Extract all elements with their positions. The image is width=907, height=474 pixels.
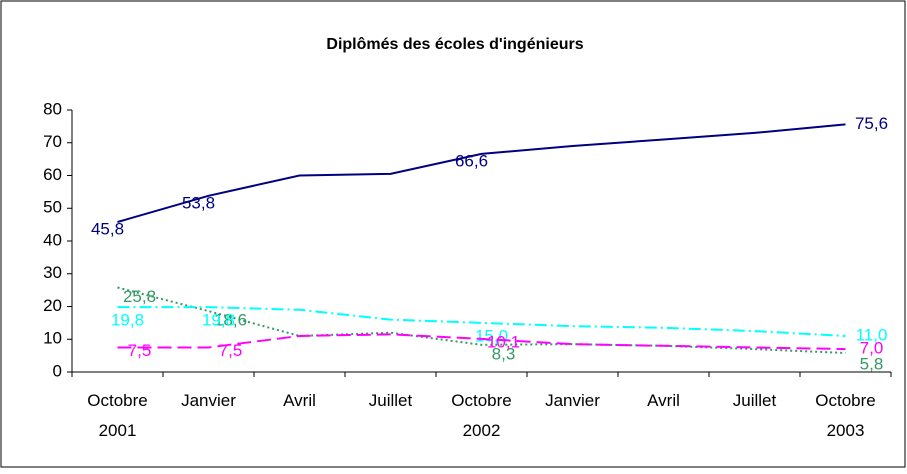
series-line — [117, 333, 846, 351]
x-tick-label: Octobre 2003 — [815, 391, 875, 440]
data-label: 8,3 — [492, 344, 516, 363]
x-tick-label: Octobre 2002 — [451, 391, 511, 440]
x-tick-label: Juillet — [369, 391, 413, 410]
x-tick-label: Octobre 2001 — [87, 391, 147, 440]
x-tick-label: Juillet — [733, 391, 777, 410]
data-label: 19,8 — [202, 311, 235, 330]
data-label: 19,8 — [111, 311, 144, 330]
data-label: 10,1 — [487, 332, 520, 351]
data-label: 7,5 — [219, 341, 243, 360]
data-label: 18,6 — [214, 311, 247, 330]
series-line — [117, 286, 846, 355]
data-label: 53,8 — [182, 193, 215, 212]
y-tick-label: 10 — [43, 329, 62, 348]
y-tick-label: 20 — [43, 296, 62, 315]
y-tick-label: 40 — [43, 230, 62, 249]
y-tick-label: 60 — [43, 165, 62, 184]
data-label: 75,6 — [855, 114, 888, 133]
x-tick-label: Janvier — [181, 391, 236, 410]
y-tick-label: 70 — [43, 132, 62, 151]
series-line — [117, 306, 846, 337]
x-tick-label: Janvier — [545, 391, 600, 410]
data-label: 7,5 — [128, 341, 152, 360]
y-tick-label: 30 — [43, 263, 62, 282]
y-tick-label: 50 — [43, 198, 62, 217]
x-tick-label: Avril — [283, 391, 316, 410]
data-label: 45,8 — [91, 219, 124, 238]
data-label: 11,0 — [856, 325, 888, 344]
y-tick-label: 80 — [43, 99, 62, 118]
data-label: 66,6 — [455, 151, 488, 170]
data-label: 5,8 — [860, 354, 884, 373]
data-label: 7,0 — [860, 339, 884, 358]
data-label: 25,8 — [123, 287, 156, 306]
x-tick-label: Avril — [647, 391, 680, 410]
y-tick-label: 0 — [53, 361, 62, 380]
series-line — [117, 123, 846, 223]
chart-title: Diplômés des écoles d'ingénieurs — [326, 36, 583, 53]
